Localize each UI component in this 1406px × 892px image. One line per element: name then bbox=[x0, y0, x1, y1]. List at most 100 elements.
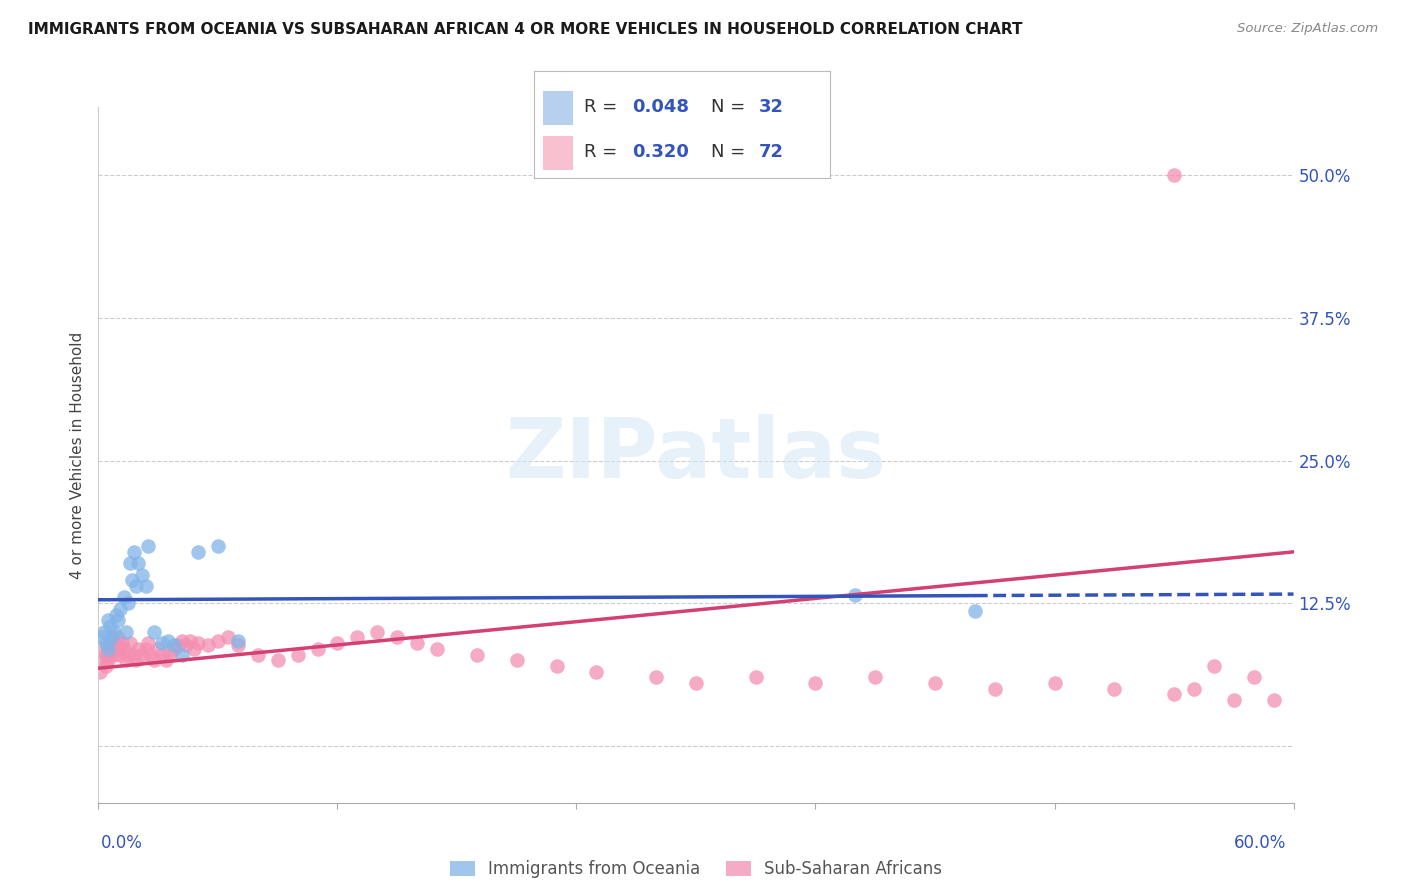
Point bbox=[745, 670, 768, 684]
Point bbox=[120, 556, 142, 570]
Text: 32: 32 bbox=[759, 98, 783, 116]
Point bbox=[93, 624, 115, 639]
Point bbox=[645, 670, 668, 684]
Point bbox=[157, 633, 180, 648]
Point bbox=[172, 648, 194, 662]
Text: Source: ZipAtlas.com: Source: ZipAtlas.com bbox=[1237, 22, 1378, 36]
Point bbox=[115, 624, 138, 639]
Point bbox=[465, 648, 488, 662]
Point bbox=[124, 648, 146, 662]
Point bbox=[326, 636, 349, 650]
Point bbox=[163, 641, 186, 656]
Point bbox=[366, 624, 388, 639]
Point bbox=[105, 607, 128, 622]
Point bbox=[226, 639, 249, 653]
Point bbox=[91, 653, 114, 667]
Point bbox=[100, 648, 122, 662]
Point bbox=[246, 648, 269, 662]
Point bbox=[924, 676, 946, 690]
Point bbox=[100, 636, 122, 650]
Point bbox=[93, 641, 115, 656]
Point bbox=[124, 545, 146, 559]
Point bbox=[103, 648, 125, 662]
Point bbox=[136, 636, 159, 650]
Point bbox=[89, 665, 111, 679]
Point bbox=[197, 639, 219, 653]
Point bbox=[187, 545, 209, 559]
Point bbox=[115, 653, 138, 667]
Point bbox=[155, 653, 177, 667]
Point bbox=[1243, 670, 1265, 684]
Point bbox=[1163, 688, 1185, 702]
Point bbox=[148, 641, 170, 656]
Text: R =: R = bbox=[585, 98, 623, 116]
Point bbox=[1263, 693, 1285, 707]
Point bbox=[136, 539, 159, 553]
Point bbox=[112, 641, 135, 656]
Point bbox=[385, 631, 409, 645]
Text: 0.320: 0.320 bbox=[631, 143, 689, 161]
Point bbox=[107, 631, 129, 645]
Point bbox=[97, 613, 120, 627]
Point bbox=[117, 596, 139, 610]
Point bbox=[406, 636, 429, 650]
Point bbox=[506, 653, 529, 667]
Point bbox=[135, 641, 157, 656]
Point bbox=[804, 676, 827, 690]
Point bbox=[1163, 169, 1185, 183]
Text: R =: R = bbox=[585, 143, 623, 161]
Point bbox=[125, 653, 148, 667]
Text: IMMIGRANTS FROM OCEANIA VS SUBSAHARAN AFRICAN 4 OR MORE VEHICLES IN HOUSEHOLD CO: IMMIGRANTS FROM OCEANIA VS SUBSAHARAN AF… bbox=[28, 22, 1022, 37]
Point bbox=[287, 648, 309, 662]
Text: 0.048: 0.048 bbox=[631, 98, 689, 116]
FancyBboxPatch shape bbox=[543, 136, 572, 169]
Point bbox=[1182, 681, 1205, 696]
Point bbox=[226, 633, 249, 648]
Point bbox=[984, 681, 1007, 696]
Point bbox=[207, 633, 229, 648]
Point bbox=[217, 631, 239, 645]
Point bbox=[963, 604, 986, 618]
Point bbox=[172, 633, 194, 648]
Point bbox=[101, 631, 124, 645]
Point bbox=[110, 648, 132, 662]
Point bbox=[207, 539, 229, 553]
Point bbox=[127, 641, 149, 656]
Point bbox=[346, 631, 368, 645]
Point bbox=[1202, 659, 1225, 673]
Point bbox=[111, 636, 134, 650]
Point bbox=[159, 648, 181, 662]
Text: ZIPatlas: ZIPatlas bbox=[506, 415, 886, 495]
Point bbox=[183, 641, 205, 656]
Point bbox=[585, 665, 607, 679]
Text: 60.0%: 60.0% bbox=[1234, 834, 1286, 852]
Point bbox=[127, 556, 149, 570]
Point bbox=[546, 659, 568, 673]
Point bbox=[125, 579, 148, 593]
Point bbox=[103, 624, 125, 639]
Point bbox=[131, 648, 153, 662]
Point bbox=[1102, 681, 1125, 696]
Point bbox=[105, 636, 128, 650]
Y-axis label: 4 or more Vehicles in Household: 4 or more Vehicles in Household bbox=[70, 331, 86, 579]
Text: 72: 72 bbox=[759, 143, 783, 161]
Point bbox=[187, 636, 209, 650]
Point bbox=[167, 639, 190, 653]
Point bbox=[307, 641, 329, 656]
Point bbox=[1043, 676, 1066, 690]
Point bbox=[100, 619, 122, 633]
Point bbox=[117, 648, 139, 662]
Point bbox=[135, 579, 157, 593]
Point bbox=[150, 636, 173, 650]
Legend: Immigrants from Oceania, Sub-Saharan Africans: Immigrants from Oceania, Sub-Saharan Afr… bbox=[443, 854, 949, 885]
Text: N =: N = bbox=[711, 143, 751, 161]
Point bbox=[174, 639, 197, 653]
Point bbox=[110, 602, 132, 616]
Point bbox=[179, 633, 201, 648]
Point bbox=[107, 613, 129, 627]
Point bbox=[96, 659, 118, 673]
Point bbox=[131, 567, 153, 582]
Point bbox=[426, 641, 449, 656]
Point bbox=[97, 641, 120, 656]
Point bbox=[101, 641, 124, 656]
